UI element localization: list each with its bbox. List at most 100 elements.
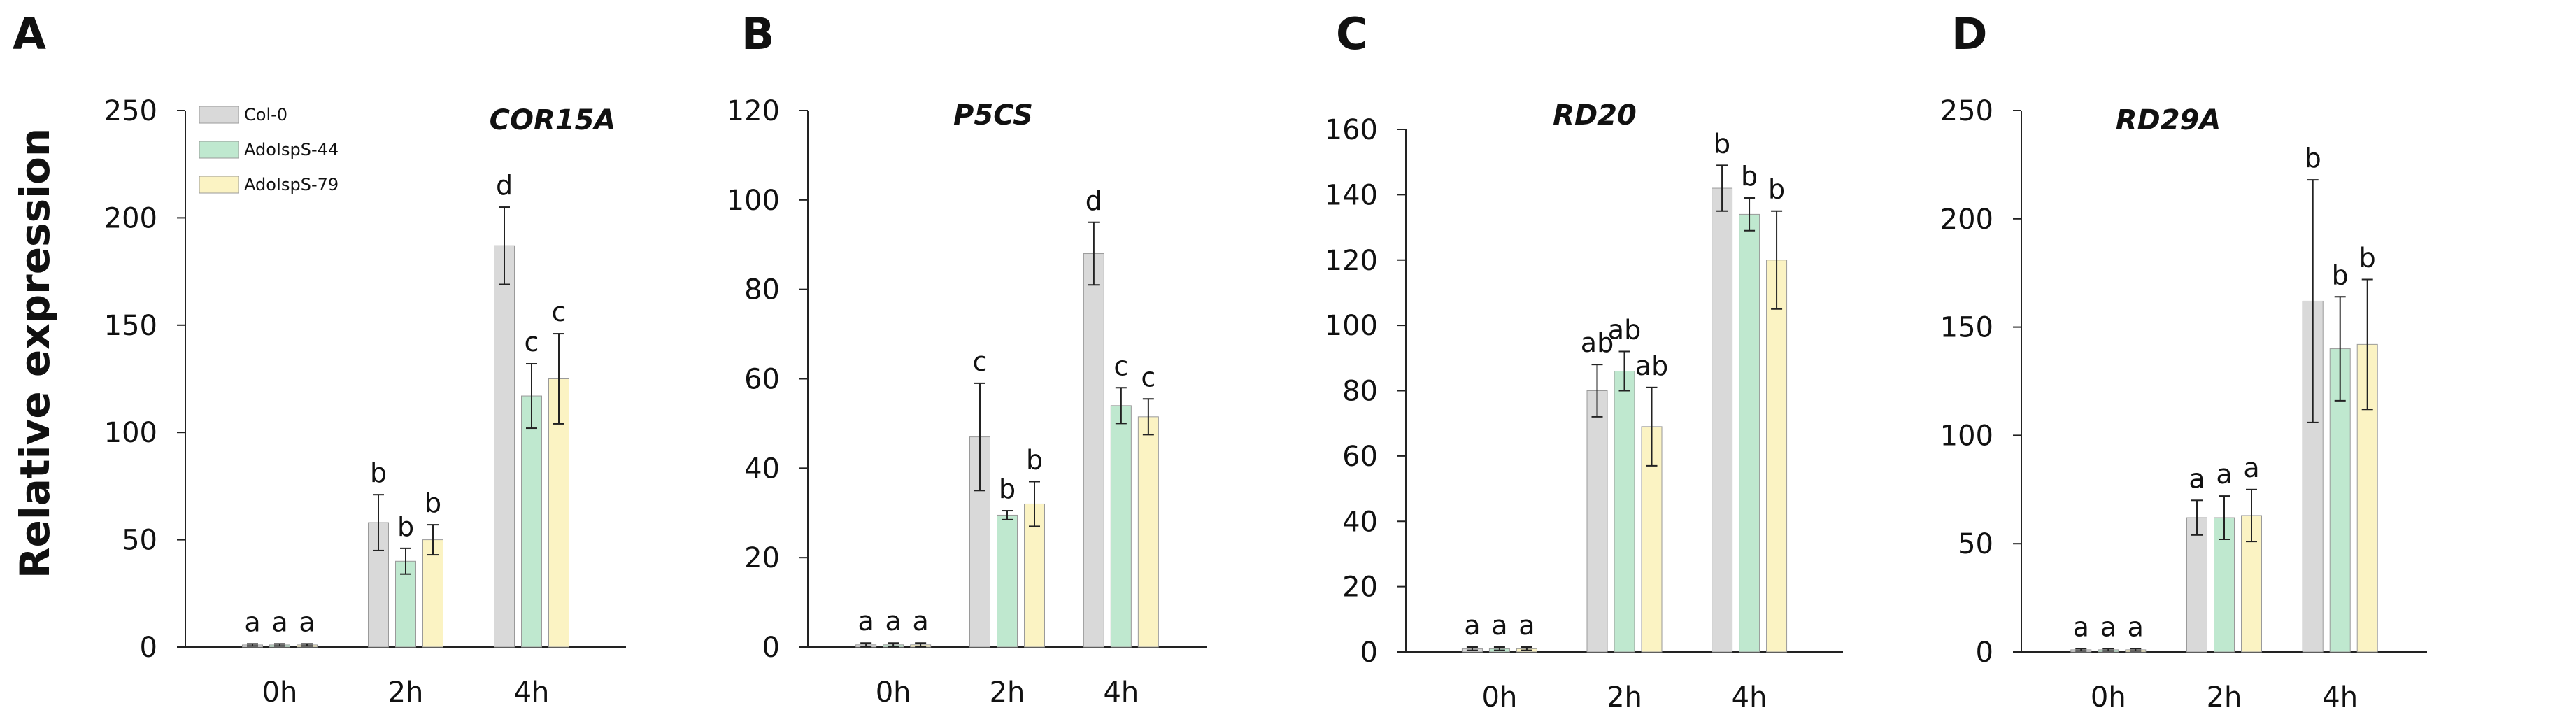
- significance-label: a: [299, 606, 315, 637]
- significance-label: ab: [1581, 327, 1614, 358]
- y-tick-label: 250: [1940, 95, 1993, 127]
- significance-label: b: [2305, 143, 2321, 173]
- legend-swatch: [199, 106, 239, 124]
- significance-label: c: [552, 297, 567, 327]
- bar-adoisps-44-2h: [2214, 517, 2235, 653]
- bar-col-0-4h: [494, 245, 515, 648]
- significance-label: c: [525, 327, 539, 357]
- bar-col-0-4h: [1712, 187, 1733, 653]
- y-tick-label: 250: [104, 95, 157, 127]
- error-bar: [427, 524, 439, 556]
- error-bar: [1002, 510, 1013, 520]
- error-bar: [1088, 221, 1100, 286]
- error-bar: [2246, 488, 2257, 543]
- significance-label: b: [1768, 174, 1785, 205]
- x-tick-label: 4h: [1103, 676, 1139, 709]
- significance-label: ab: [1608, 314, 1641, 345]
- error-bar: [1618, 350, 1630, 392]
- significance-label: b: [1741, 161, 1758, 192]
- significance-label: d: [496, 170, 513, 201]
- y-tick-label: 0: [1360, 637, 1378, 669]
- significance-label: a: [2073, 611, 2089, 642]
- bar-adoisps-79-4h: [1766, 260, 1788, 653]
- significance-label: d: [1086, 185, 1102, 216]
- chart-title: P5CS: [953, 99, 1033, 132]
- error-bar: [499, 206, 510, 285]
- x-tick-label: 2h: [990, 676, 1025, 709]
- significance-label: a: [244, 606, 260, 637]
- bar-adoisps-79-2h: [1024, 503, 1045, 648]
- y-tick-label: 120: [727, 95, 780, 127]
- y-tick-label: 0: [1976, 637, 1993, 669]
- y-tick-label: 50: [122, 525, 157, 557]
- x-tick-label: 0h: [1482, 681, 1518, 714]
- chart-title: COR15A: [490, 104, 616, 136]
- significance-label: a: [1464, 610, 1480, 641]
- significance-label: a: [858, 606, 874, 637]
- chart-title: RD20: [1553, 99, 1637, 132]
- error-bar: [1716, 164, 1728, 212]
- x-tick-label: 4h: [514, 676, 550, 709]
- error-bar: [2307, 179, 2319, 423]
- error-bar: [915, 642, 927, 648]
- error-bar: [1466, 646, 1478, 651]
- error-bar: [1029, 481, 1040, 527]
- significance-label: b: [1026, 445, 1043, 476]
- legend-label: Col-0: [244, 105, 287, 125]
- significance-label: b: [2332, 260, 2349, 290]
- significance-label: b: [2359, 242, 2376, 273]
- y-tick-label: 200: [1940, 204, 1993, 236]
- y-tick-label: 150: [1940, 312, 1993, 344]
- legend: Col-0 AdoIspS-44 AdoIspS-79: [199, 105, 339, 194]
- chart-title: RD29A: [2116, 104, 2221, 136]
- error-bar: [1771, 210, 1783, 310]
- y-tick-label: 60: [744, 364, 780, 396]
- error-bar: [1591, 364, 1603, 418]
- error-bar: [247, 643, 258, 647]
- significance-label: b: [425, 488, 441, 518]
- error-bar: [1142, 398, 1154, 436]
- legend-swatch: [199, 176, 239, 194]
- x-tick-label: 2h: [2207, 681, 2242, 714]
- y-tick-label: 80: [744, 274, 780, 306]
- error-bar: [2075, 648, 2087, 652]
- bar-col-0-2h: [2186, 517, 2207, 653]
- y-tick-label: 0: [140, 632, 157, 664]
- error-bar: [1115, 387, 1127, 425]
- y-tick-label: 100: [1325, 310, 1378, 342]
- significance-label: c: [973, 346, 988, 377]
- significance-label: a: [2189, 463, 2205, 494]
- significance-label: a: [2243, 453, 2259, 483]
- bar-adoisps-44-4h: [1110, 405, 1132, 648]
- bar-adoisps-44-2h: [997, 514, 1018, 648]
- y-tick-label: 40: [1342, 506, 1378, 538]
- significance-label: b: [370, 457, 387, 488]
- significance-label: a: [2128, 611, 2144, 642]
- error-bar: [2361, 278, 2373, 411]
- bar-adoisps-44-4h: [1739, 213, 1760, 653]
- panel-letter: A: [13, 8, 46, 59]
- x-tick-label: 4h: [2322, 681, 2358, 714]
- y-tick-label: 20: [1342, 572, 1378, 604]
- error-bar: [526, 363, 537, 430]
- y-tick-label: 40: [744, 453, 780, 485]
- bar-adoisps-79-4h: [1137, 416, 1159, 648]
- y-axis-label: Relative expression: [11, 128, 59, 579]
- significance-label: ab: [1635, 350, 1668, 381]
- error-bar: [1744, 197, 1756, 232]
- error-bar: [860, 642, 872, 648]
- error-bar: [553, 333, 564, 425]
- panel-letter: B: [741, 8, 774, 59]
- y-tick-label: 20: [744, 542, 780, 574]
- x-tick-label: 2h: [1607, 681, 1642, 714]
- significance-label: a: [912, 606, 928, 637]
- error-bar: [2334, 296, 2346, 402]
- significance-label: c: [1113, 350, 1128, 381]
- significance-label: b: [397, 511, 414, 542]
- x-tick-label: 0h: [262, 676, 298, 709]
- y-tick-label: 50: [1958, 528, 1993, 560]
- legend-swatch: [199, 141, 239, 159]
